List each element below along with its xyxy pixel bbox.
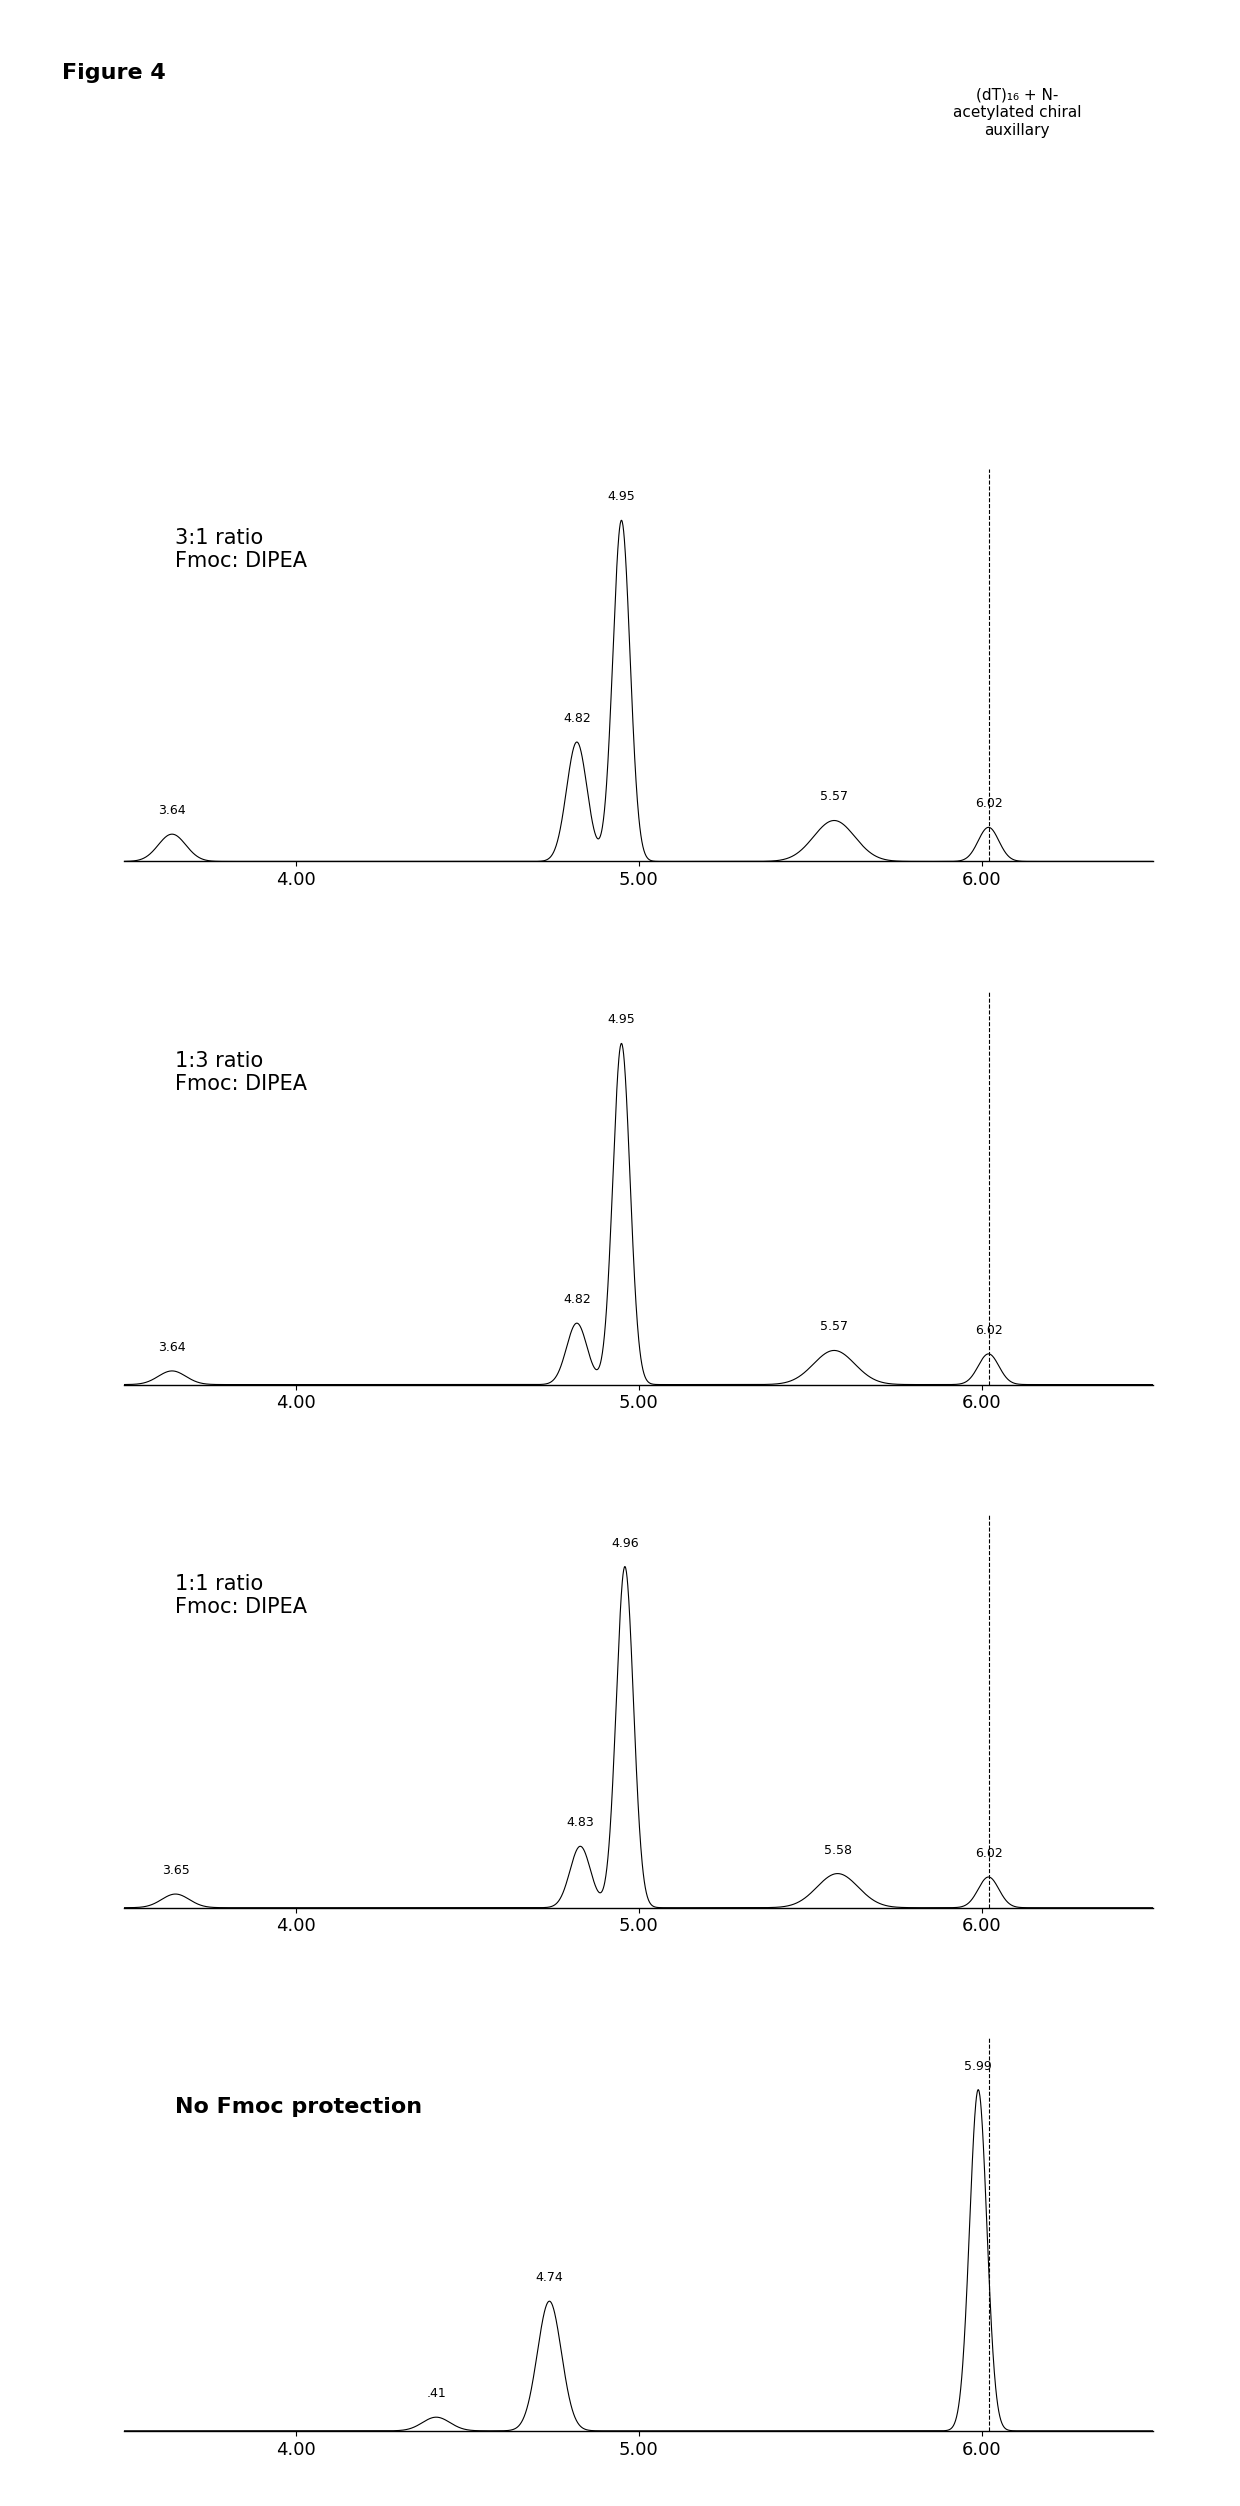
Text: 5.99: 5.99 <box>965 2060 992 2072</box>
Text: 3:1 ratio
Fmoc: DIPEA: 3:1 ratio Fmoc: DIPEA <box>176 529 308 571</box>
Text: 4.83: 4.83 <box>567 1817 594 1829</box>
Text: 4.82: 4.82 <box>563 1293 590 1306</box>
Text: 4.96: 4.96 <box>611 1536 639 1549</box>
Text: 1:3 ratio
Fmoc: DIPEA: 1:3 ratio Fmoc: DIPEA <box>176 1050 308 1095</box>
Text: 4.82: 4.82 <box>563 712 590 724</box>
Text: .41: .41 <box>427 2388 446 2401</box>
Text: 4.95: 4.95 <box>608 1012 635 1027</box>
Text: Figure 4: Figure 4 <box>62 63 166 83</box>
Text: 3.64: 3.64 <box>159 1341 186 1353</box>
Text: 5.58: 5.58 <box>823 1844 852 1857</box>
Text: 5.57: 5.57 <box>820 789 848 804</box>
Text: 4.74: 4.74 <box>536 2270 563 2283</box>
Text: No Fmoc protection: No Fmoc protection <box>176 2098 423 2118</box>
Text: 5.57: 5.57 <box>820 1321 848 1333</box>
Text: 6.02: 6.02 <box>975 797 1002 809</box>
Text: 3.65: 3.65 <box>161 1864 190 1877</box>
Text: 3.64: 3.64 <box>159 804 186 817</box>
Text: 1:1 ratio
Fmoc: DIPEA: 1:1 ratio Fmoc: DIPEA <box>176 1574 308 1616</box>
Text: 4.95: 4.95 <box>608 491 635 504</box>
Text: 6.02: 6.02 <box>975 1323 1002 1336</box>
Text: 6.02: 6.02 <box>975 1847 1002 1859</box>
Text: (dT)₁₆ + N-
acetylated chiral
auxillary: (dT)₁₆ + N- acetylated chiral auxillary <box>952 88 1081 138</box>
